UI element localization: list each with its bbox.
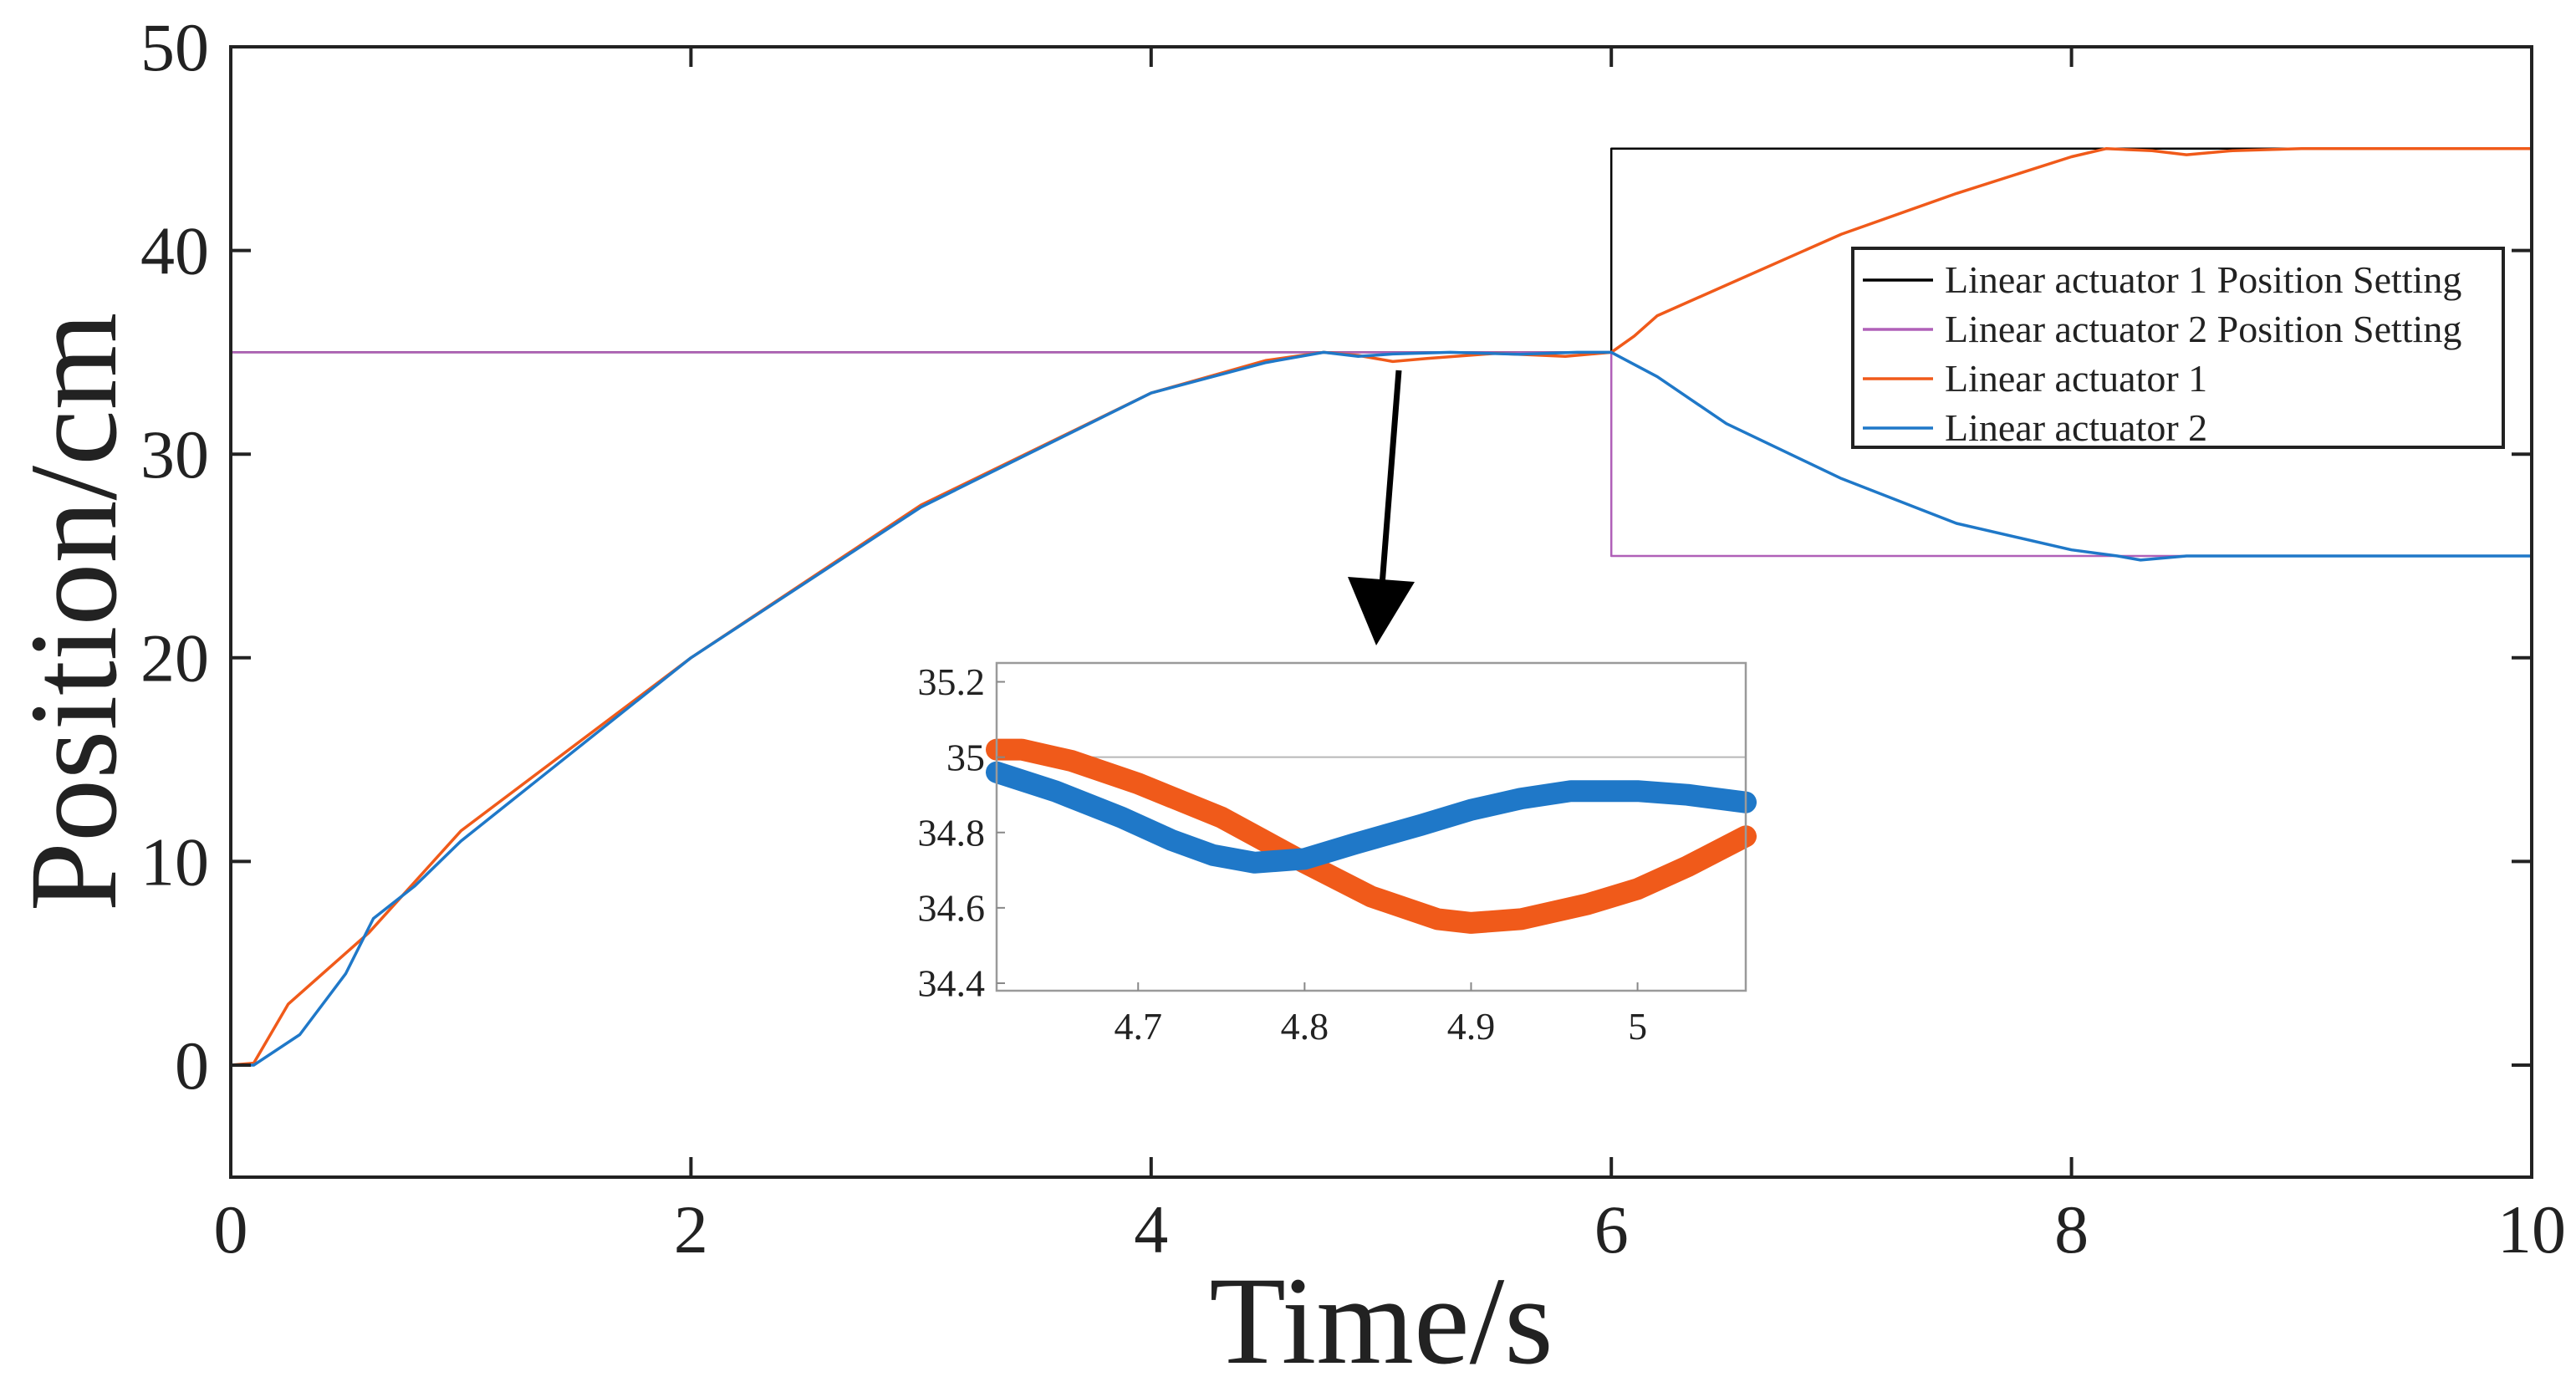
- inset-x-tick-label: 4.9: [1447, 1005, 1496, 1048]
- legend-box: [1851, 247, 2505, 449]
- inset-y-tick-label: 34.8: [918, 811, 986, 854]
- inset-plot-frame: [995, 661, 1747, 992]
- main-series-group: [229, 147, 2533, 1067]
- legend-items: Linear actuator 1 Position Setting Linear…: [1863, 258, 2461, 449]
- y-axis-label: Position/cm: [4, 313, 143, 912]
- main-y-tick-label: 50: [140, 9, 209, 85]
- inset-series-group: [986, 738, 1757, 934]
- main-x-ticks: 0 2 4 6 8 10: [214, 47, 2566, 1267]
- legend-label-linear-actuator-2-position-setting: Linear actuator 2 Position Setting: [1945, 308, 2461, 350]
- inset-x-tick-label: 5: [1628, 1005, 1647, 1048]
- main-y-tick-label: 30: [140, 416, 209, 492]
- main-y-tick-label: 40: [140, 212, 209, 288]
- legend: Linear actuator 1 Position Setting Linear…: [1851, 247, 2505, 449]
- main-series-linear-actuator-2-position-setting: [229, 351, 2533, 558]
- inset-y-ticks: 34.4 34.6 34.8 35 35.2: [918, 660, 1005, 1005]
- main-y-ticks: 0 10 20 30 40 50: [140, 9, 2532, 1104]
- main-x-tick-label: 10: [2497, 1191, 2566, 1267]
- inset-y-tick-label: 35: [946, 736, 985, 778]
- inset-x-tick-label: 4.7: [1114, 1005, 1162, 1048]
- main-x-tick-label: 0: [214, 1191, 248, 1267]
- inset-y-tick-label: 34.6: [918, 887, 986, 930]
- zoom-arrow-shaft: [1379, 370, 1402, 586]
- main-x-tick-label: 4: [1134, 1191, 1168, 1267]
- inset-x-tick-label: 4.8: [1281, 1005, 1329, 1048]
- main-x-tick-label: 8: [2054, 1191, 2089, 1267]
- zoom-arrow-head: [1348, 577, 1415, 645]
- main-series-linear-actuator-2: [229, 350, 2533, 1067]
- inset-series-linear-actuator-1: [986, 738, 1757, 934]
- inset-series-linear-actuator-2: [986, 761, 1757, 874]
- inset-plot-area: [997, 663, 1746, 991]
- legend-label-linear-actuator-2: Linear actuator 2: [1945, 406, 2207, 449]
- x-axis-label: Time/s: [1209, 1252, 1553, 1387]
- main-plot-frame: [229, 45, 2533, 1179]
- inset-y-tick-label: 35.2: [918, 660, 986, 703]
- main-x-tick-label: 6: [1594, 1191, 1629, 1267]
- main-x-tick-label: 2: [674, 1191, 708, 1267]
- main-y-tick-label: 0: [175, 1028, 209, 1104]
- legend-label-linear-actuator-1-position-setting: Linear actuator 1 Position Setting: [1945, 258, 2461, 301]
- main-y-tick-label: 20: [140, 620, 209, 696]
- inset-y-tick-label: 34.4: [918, 962, 986, 1005]
- inset-plot: 4.7 4.8 4.9 5 34.4 34.6 34.8 35 35.2: [918, 660, 1757, 1048]
- zoom-arrow: [1348, 370, 1415, 645]
- legend-label-linear-actuator-1: Linear actuator 1: [1945, 357, 2207, 400]
- main-y-tick-label: 10: [140, 824, 209, 900]
- inset-x-ticks: 4.7 4.8 4.9 5: [1114, 982, 1647, 1048]
